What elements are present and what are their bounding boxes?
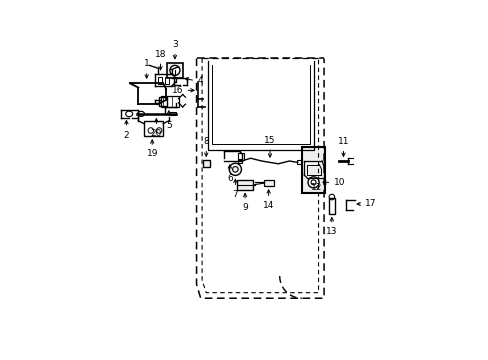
Text: 4: 4 xyxy=(197,76,203,85)
Ellipse shape xyxy=(138,111,144,116)
Bar xyxy=(159,97,167,105)
Text: 11: 11 xyxy=(337,137,348,146)
Bar xyxy=(328,198,334,214)
Bar xyxy=(236,180,253,190)
Text: 9: 9 xyxy=(242,203,247,212)
Bar xyxy=(238,153,243,159)
Bar xyxy=(202,160,209,167)
Text: 19: 19 xyxy=(146,149,158,158)
Text: 16: 16 xyxy=(171,86,183,95)
Bar xyxy=(263,180,273,186)
Bar xyxy=(170,112,175,115)
Text: 1: 1 xyxy=(143,59,149,68)
Bar xyxy=(297,160,300,164)
Text: 8: 8 xyxy=(203,137,209,146)
Text: 6: 6 xyxy=(226,174,232,183)
Text: 13: 13 xyxy=(325,227,337,236)
Bar xyxy=(158,77,162,84)
Circle shape xyxy=(307,177,319,188)
Text: 12: 12 xyxy=(311,183,322,192)
Text: 2: 2 xyxy=(123,131,129,140)
Bar xyxy=(238,159,241,163)
Text: 14: 14 xyxy=(263,201,274,210)
Text: 20: 20 xyxy=(150,129,162,138)
Text: 3: 3 xyxy=(172,40,178,49)
Bar xyxy=(167,63,183,78)
Text: 10: 10 xyxy=(333,178,345,187)
Text: 7: 7 xyxy=(232,190,238,199)
Text: 17: 17 xyxy=(364,199,376,208)
Circle shape xyxy=(170,66,180,75)
Bar xyxy=(301,147,325,193)
Text: 15: 15 xyxy=(264,136,275,145)
Circle shape xyxy=(229,163,241,175)
Bar xyxy=(160,96,178,107)
Text: 18: 18 xyxy=(155,50,166,59)
Bar xyxy=(143,121,163,136)
Text: 5: 5 xyxy=(165,121,171,130)
Bar xyxy=(164,77,168,84)
